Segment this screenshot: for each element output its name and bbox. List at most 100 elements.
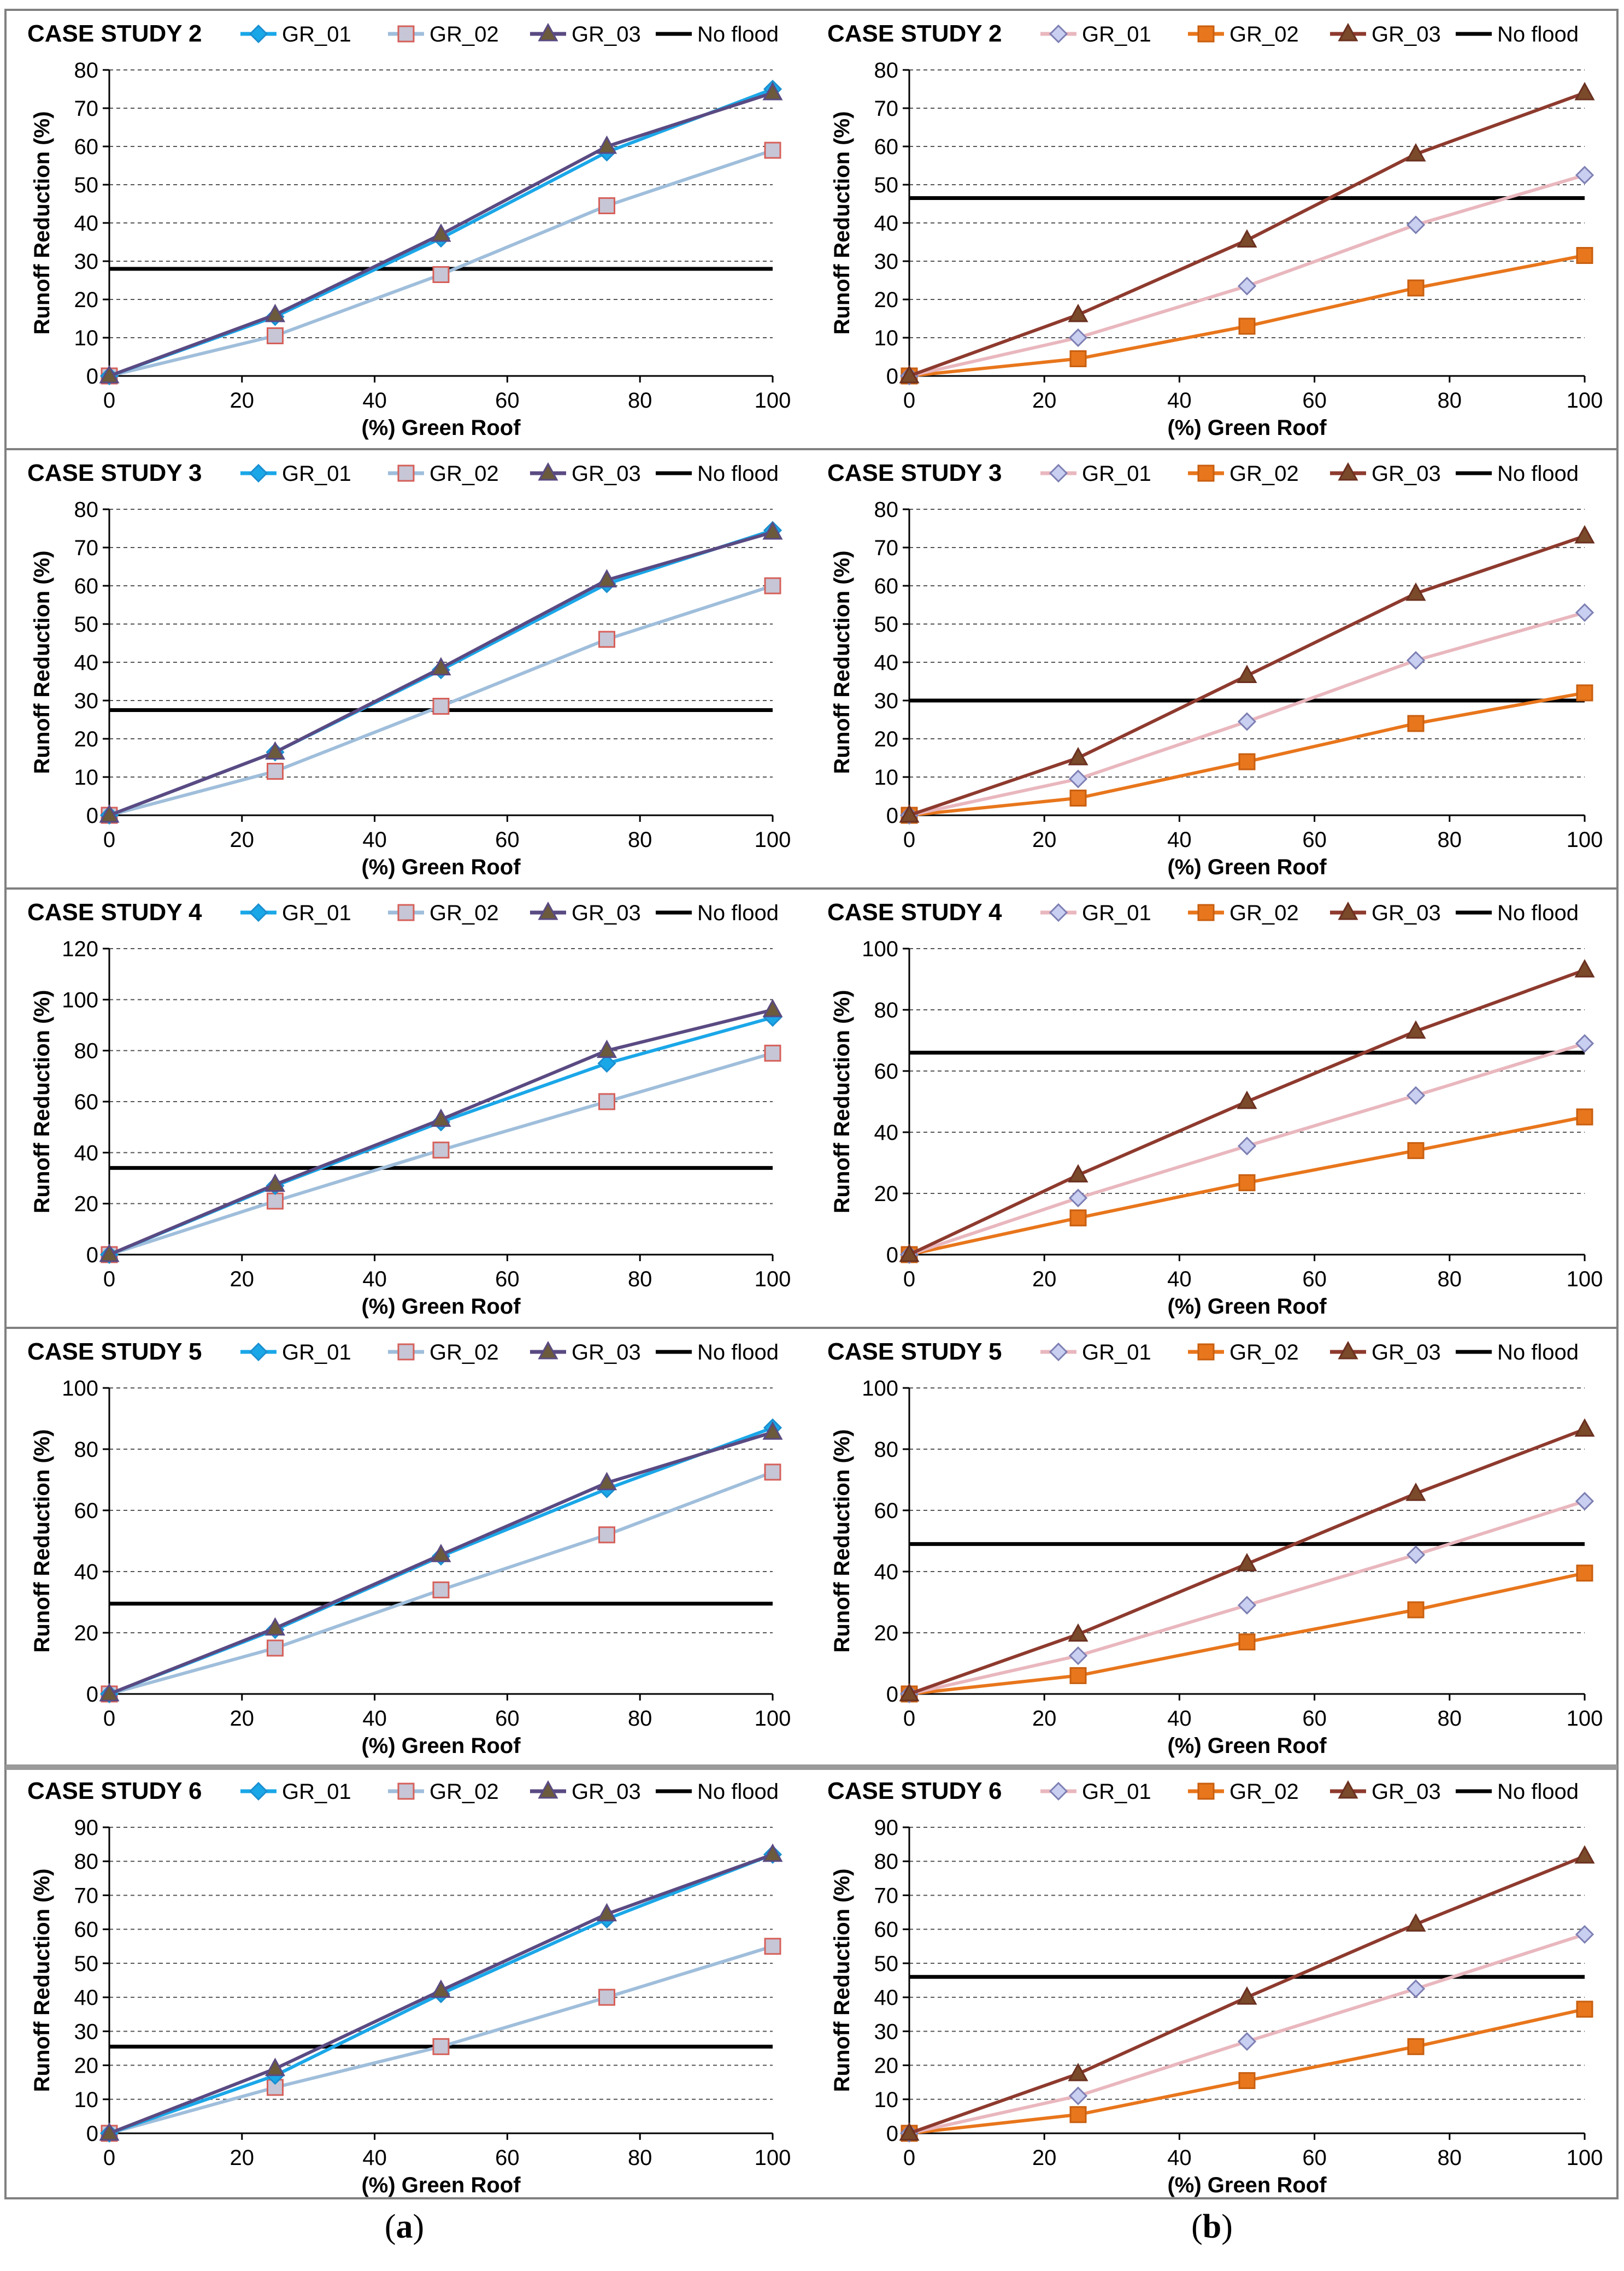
y-tick-label: 70 bbox=[74, 97, 99, 121]
legend-marker bbox=[1049, 463, 1068, 483]
x-axis-label: (%) Green Roof bbox=[1167, 1295, 1327, 1319]
legend-marker bbox=[538, 1340, 558, 1360]
y-tick-label: 80 bbox=[74, 58, 99, 83]
x-axis-label: (%) Green Roof bbox=[1167, 1734, 1327, 1758]
chart-title: CASE STUDY 2 bbox=[27, 20, 202, 47]
data-point-gr_03 bbox=[899, 804, 920, 823]
data-point-gr_02 bbox=[764, 1044, 781, 1062]
data-point-gr_01 bbox=[1406, 215, 1426, 234]
y-tick-label: 30 bbox=[874, 2020, 899, 2044]
x-tick-label: 80 bbox=[1438, 828, 1462, 852]
legend-label: No flood bbox=[1497, 1780, 1579, 1804]
data-point-gr_02 bbox=[267, 1639, 284, 1657]
x-tick-label: 0 bbox=[103, 828, 115, 852]
series-line-gr_03 bbox=[908, 968, 1586, 1256]
legend-marker bbox=[1197, 464, 1215, 482]
x-tick-label: 100 bbox=[1567, 2146, 1603, 2170]
data-point-gr_01 bbox=[1237, 276, 1257, 296]
data-point-gr_02 bbox=[267, 1192, 284, 1210]
chart-a-4: CASE STUDY 4 GR_01 GR_02 GR_03 No flood 0 20 40… bbox=[5, 887, 1617, 1319]
x-tick-label: 80 bbox=[1438, 389, 1462, 413]
y-tick-label: 20 bbox=[74, 2054, 99, 2078]
chart-a-5: CASE STUDY 5 GR_01 GR_02 GR_03 No flood 0 20 40… bbox=[5, 1327, 1617, 1758]
data-point-gr_02 bbox=[1576, 684, 1593, 702]
y-tick-label: 50 bbox=[874, 173, 899, 197]
x-tick-label: 80 bbox=[628, 1267, 652, 1291]
y-tick-label: 10 bbox=[74, 326, 99, 350]
x-tick-label: 20 bbox=[230, 828, 255, 852]
y-tick-label: 60 bbox=[874, 1918, 899, 1942]
chart-b-3: CASE STUDY 3 GR_01 GR_02 GR_03 No flood 0 10 20… bbox=[827, 460, 1603, 879]
data-point-gr_01 bbox=[1237, 1137, 1257, 1156]
x-tick-label: 20 bbox=[230, 1707, 255, 1731]
data-point-gr_01 bbox=[1406, 1086, 1426, 1105]
legend-label: GR_01 bbox=[1082, 1780, 1151, 1804]
y-axis-label: Runoff Reduction (%) bbox=[830, 551, 854, 774]
x-tick-label: 0 bbox=[103, 1267, 115, 1291]
y-tick-label: 20 bbox=[874, 288, 899, 312]
data-point-gr_03 bbox=[1574, 81, 1595, 101]
y-tick-label: 20 bbox=[74, 1621, 99, 1645]
data-point-gr_03 bbox=[596, 1472, 617, 1491]
legend-label: GR_02 bbox=[429, 462, 499, 486]
data-point-gr_03 bbox=[762, 1421, 783, 1440]
data-point-gr_02 bbox=[598, 1526, 615, 1544]
legend-label: GR_02 bbox=[429, 22, 499, 46]
data-point-gr_03 bbox=[1405, 582, 1426, 601]
y-tick-label: 0 bbox=[886, 1682, 898, 1707]
data-point-gr_02 bbox=[1576, 1108, 1593, 1126]
y-tick-label: 30 bbox=[74, 250, 99, 274]
x-tick-label: 100 bbox=[1567, 389, 1603, 413]
data-point-gr_02 bbox=[1069, 1209, 1087, 1227]
legend-label: GR_03 bbox=[572, 22, 641, 46]
data-point-gr_03 bbox=[264, 2057, 286, 2076]
data-point-gr_02 bbox=[432, 2038, 450, 2055]
legend-marker bbox=[249, 1781, 268, 1801]
y-tick-label: 50 bbox=[74, 173, 99, 197]
legend-marker bbox=[1338, 1340, 1358, 1360]
data-point-gr_03 bbox=[264, 1617, 286, 1636]
data-point-gr_03 bbox=[99, 1243, 120, 1262]
chart-title: CASE STUDY 4 bbox=[827, 899, 1002, 926]
x-tick-label: 20 bbox=[1032, 2146, 1057, 2170]
data-point-gr_02 bbox=[1576, 2001, 1593, 2018]
legend-marker bbox=[538, 901, 558, 920]
series-line-gr_01 bbox=[108, 1016, 773, 1256]
data-point-gr_01 bbox=[1575, 1492, 1594, 1511]
y-tick-label: 50 bbox=[874, 613, 899, 637]
legend-label: No flood bbox=[697, 1340, 779, 1364]
legend-label: No flood bbox=[697, 1780, 779, 1804]
x-tick-label: 80 bbox=[1438, 1267, 1462, 1291]
x-tick-label: 100 bbox=[1567, 1707, 1603, 1731]
data-point-gr_02 bbox=[1238, 2072, 1256, 2090]
legend-marker bbox=[1197, 1343, 1215, 1361]
y-tick-label: 60 bbox=[74, 1499, 99, 1523]
legend-marker bbox=[249, 903, 268, 922]
y-tick-label: 20 bbox=[74, 727, 99, 751]
data-point-gr_02 bbox=[1238, 753, 1256, 770]
x-tick-label: 40 bbox=[362, 1707, 387, 1731]
x-tick-label: 60 bbox=[1302, 1707, 1327, 1731]
x-tick-label: 0 bbox=[103, 2146, 115, 2170]
data-point-gr_03 bbox=[264, 1173, 286, 1192]
data-point-gr_03 bbox=[99, 804, 120, 823]
legend-label: GR_01 bbox=[282, 1780, 351, 1804]
data-point-gr_03 bbox=[1574, 959, 1595, 978]
chart-a-3: CASE STUDY 3 GR_01 GR_02 GR_03 No flood 0 10 20… bbox=[5, 448, 1617, 879]
legend-label: GR_03 bbox=[572, 1780, 641, 1804]
chart-title: CASE STUDY 6 bbox=[27, 1778, 202, 1804]
x-tick-label: 40 bbox=[1167, 389, 1192, 413]
y-axis-label: Runoff Reduction (%) bbox=[30, 1869, 54, 2092]
y-tick-label: 40 bbox=[874, 1986, 899, 2010]
x-tick-label: 20 bbox=[1032, 1267, 1057, 1291]
y-tick-label: 20 bbox=[74, 288, 99, 312]
chart-b-4: CASE STUDY 4 GR_01 GR_02 GR_03 No flood 0 20 40… bbox=[827, 899, 1603, 1319]
y-tick-label: 10 bbox=[874, 766, 899, 790]
data-point-gr_03 bbox=[762, 1843, 783, 1862]
x-tick-label: 60 bbox=[1302, 1267, 1327, 1291]
x-tick-label: 60 bbox=[1302, 389, 1327, 413]
x-tick-label: 0 bbox=[903, 389, 915, 413]
legend-label: GR_03 bbox=[1372, 1780, 1441, 1804]
chart-a-6: CASE STUDY 6 GR_01 GR_02 GR_03 No flood 0 10 20… bbox=[5, 1764, 1617, 2197]
data-point-gr_03 bbox=[762, 521, 783, 540]
